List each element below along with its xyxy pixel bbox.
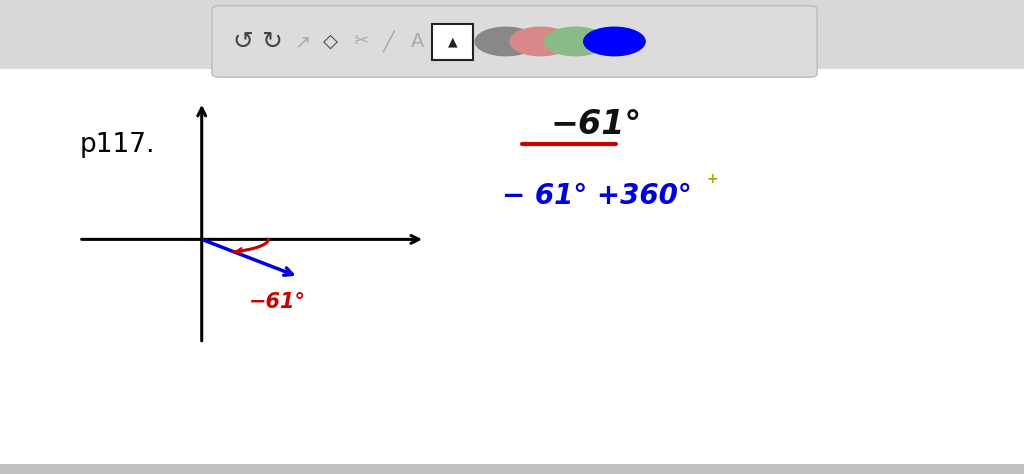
Bar xyxy=(0,464,1024,474)
Text: p117.: p117. xyxy=(80,132,156,157)
Text: ↻: ↻ xyxy=(261,29,282,54)
Text: ▲: ▲ xyxy=(447,35,458,48)
Text: A: A xyxy=(411,32,425,51)
Bar xyxy=(0,69,1024,465)
Text: +: + xyxy=(707,172,718,186)
Text: ✂: ✂ xyxy=(353,33,368,50)
Circle shape xyxy=(475,27,537,56)
FancyBboxPatch shape xyxy=(432,25,473,61)
Text: ↗: ↗ xyxy=(294,32,310,51)
Circle shape xyxy=(510,27,571,56)
Circle shape xyxy=(545,27,606,56)
Circle shape xyxy=(584,27,645,56)
FancyBboxPatch shape xyxy=(212,6,817,77)
Text: ↺: ↺ xyxy=(232,29,253,54)
Text: −61°: −61° xyxy=(249,292,306,312)
Text: − 61° +360°: − 61° +360° xyxy=(502,182,691,210)
Text: ╱: ╱ xyxy=(383,30,395,53)
Text: −61°: −61° xyxy=(550,108,642,141)
Text: ◇: ◇ xyxy=(324,32,338,51)
